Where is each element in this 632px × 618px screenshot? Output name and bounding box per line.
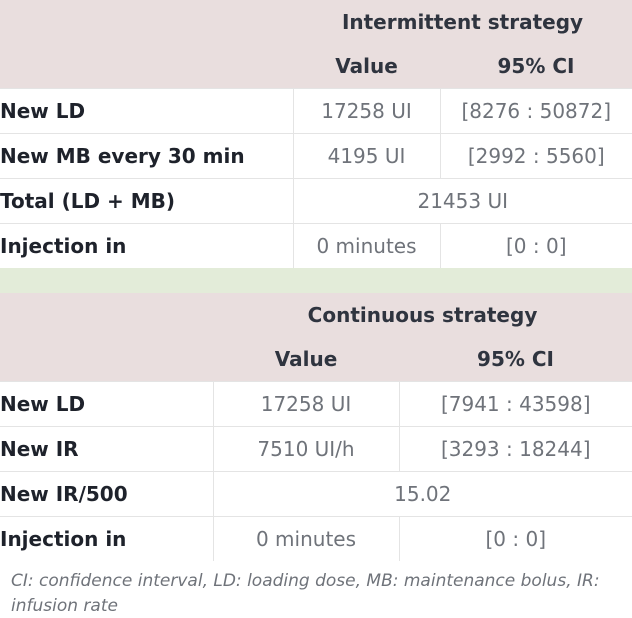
row-label: New LD — [0, 381, 213, 427]
continuous-column-headers: Value 95% CI — [0, 337, 632, 382]
continuous-strategy-header: Continuous strategy — [0, 293, 632, 337]
header-spacer — [0, 293, 213, 337]
row-label: New IR — [0, 426, 213, 472]
table-row: New LD 17258 UI [7941 : 43598] — [0, 381, 632, 427]
intermittent-strategy-title: Intermittent strategy — [293, 0, 632, 44]
row-value: 4195 UI — [292, 133, 440, 179]
header-spacer — [0, 44, 293, 89]
table-row: New IR/500 15.02 — [0, 471, 632, 517]
row-label: New IR/500 — [0, 471, 213, 517]
row-value: 7510 UI/h — [212, 426, 399, 472]
row-label: Injection in — [0, 516, 213, 561]
value-column-header: Value — [293, 44, 440, 89]
continuous-strategy-title: Continuous strategy — [213, 293, 632, 337]
row-label: New LD — [0, 88, 293, 134]
table-row: Injection in 0 minutes [0 : 0] — [0, 516, 632, 561]
abbreviations-footnote: CI: confidence interval, LD: loading dos… — [11, 571, 600, 616]
row-ci: [7941 : 43598] — [398, 381, 632, 427]
table-row: New IR 7510 UI/h [3293 : 18244] — [0, 426, 632, 472]
row-ci: [2992 : 5560] — [439, 133, 632, 179]
header-spacer — [0, 337, 213, 382]
table-row: Total (LD + MB) 21453 UI — [0, 178, 632, 224]
table-row: Injection in 0 minutes [0 : 0] — [0, 223, 632, 268]
section-separator — [0, 268, 632, 293]
value-column-header: Value — [213, 337, 399, 382]
table-row: New LD 17258 UI [8276 : 50872] — [0, 88, 632, 134]
ci-column-header: 95% CI — [399, 337, 632, 382]
row-label: Total (LD + MB) — [0, 178, 293, 224]
row-value: 15.02 — [212, 471, 632, 517]
row-ci: [8276 : 50872] — [439, 88, 632, 134]
row-value: 17258 UI — [212, 381, 399, 427]
row-label: Injection in — [0, 223, 293, 268]
row-label: New MB every 30 min — [0, 133, 293, 179]
ci-column-header: 95% CI — [440, 44, 632, 89]
table-row: New MB every 30 min 4195 UI [2992 : 5560… — [0, 133, 632, 179]
row-ci: [3293 : 18244] — [398, 426, 632, 472]
continuous-strategy-table: Continuous strategy Value 95% CI New LD … — [0, 293, 632, 561]
intermittent-strategy-table: Intermittent strategy Value 95% CI New L… — [0, 0, 632, 268]
intermittent-column-headers: Value 95% CI — [0, 44, 632, 89]
row-value: 0 minutes — [212, 516, 399, 561]
header-spacer — [0, 0, 293, 44]
intermittent-strategy-header: Intermittent strategy — [0, 0, 632, 44]
row-ci: [0 : 0] — [439, 223, 632, 268]
row-value: 0 minutes — [292, 223, 440, 268]
row-value: 21453 UI — [292, 178, 632, 224]
row-ci: [0 : 0] — [398, 516, 632, 561]
row-value: 17258 UI — [292, 88, 440, 134]
